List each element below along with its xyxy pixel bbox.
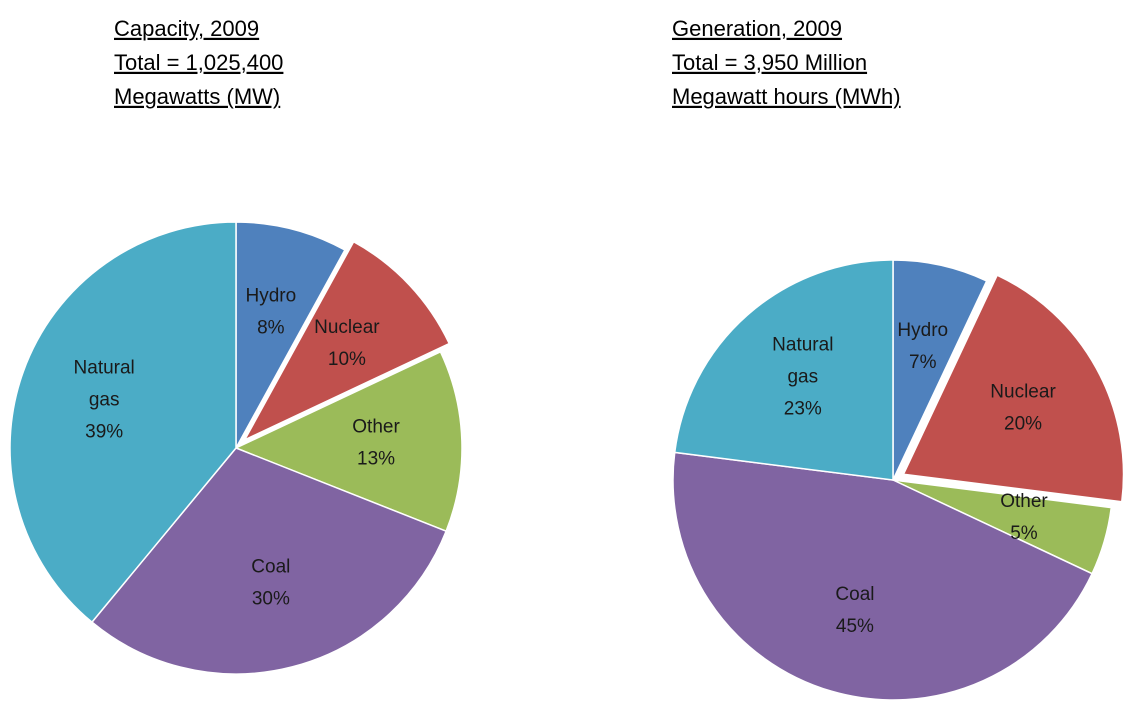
pie-slice (673, 259, 894, 481)
chart-title: Megawatt hours (MWh) (672, 84, 901, 109)
slice-label: Hydro 8% (246, 285, 297, 338)
slice-label: Natural gas 23% (772, 335, 833, 420)
slice-value-label: 45% (836, 616, 874, 637)
pie-slice (672, 451, 1094, 701)
slice-category: Natural gas (772, 335, 833, 388)
slice-value-label: 23% (784, 399, 822, 420)
slice-category: Hydro (897, 320, 948, 341)
slice-category: Coal (835, 584, 874, 605)
slice-category: Natural gas (74, 358, 135, 411)
pie-slice (234, 350, 463, 533)
chart-title: Total = 3,950 Million (672, 50, 867, 75)
slice-value-label: 8% (257, 317, 285, 338)
slice-category: Coal (251, 557, 290, 578)
slice-category-line: gas (787, 367, 818, 388)
slice-label: Nuclear 20% (990, 382, 1056, 435)
slice-category-line: Natural (74, 358, 135, 379)
chart-title: Total = 1,025,400 (114, 50, 283, 75)
pie-slice (90, 447, 448, 675)
chart-title: Generation, 2009 (672, 16, 842, 41)
slice-label: Coal 30% (251, 557, 290, 610)
slice-value-label: 13% (357, 449, 395, 470)
chart-title: Megawatts (MW) (114, 84, 280, 109)
chart-title: Capacity, 2009 (114, 16, 259, 41)
slice-label: Other 13% (352, 417, 400, 470)
pie-slice (242, 240, 451, 442)
slice-value-label: 39% (85, 422, 123, 443)
slice-category: Nuclear (314, 317, 380, 338)
slice-category: Nuclear (990, 382, 1056, 403)
slice-category-line: gas (89, 390, 120, 411)
slice-value-label: 20% (1004, 414, 1042, 435)
slice-value-label: 5% (1010, 523, 1038, 544)
pie-slice (9, 221, 237, 624)
slice-value-label: 10% (328, 349, 366, 370)
slice-value-label: 30% (252, 589, 290, 610)
slice-category-line: Natural (772, 335, 833, 356)
pie-slice (902, 274, 1125, 503)
pie-slice (235, 221, 346, 449)
slice-label: Coal 45% (835, 584, 874, 637)
slice-label: Hydro 7% (897, 320, 948, 373)
slice-value-label: 7% (909, 352, 937, 373)
slice-category: Hydro (246, 285, 297, 306)
slice-category: Other (1000, 491, 1048, 512)
slice-label: Other 5% (1000, 491, 1048, 544)
slice-category: Other (352, 417, 400, 438)
slice-label: Natural gas 39% (74, 358, 135, 443)
slice-label: Nuclear 10% (314, 317, 380, 370)
